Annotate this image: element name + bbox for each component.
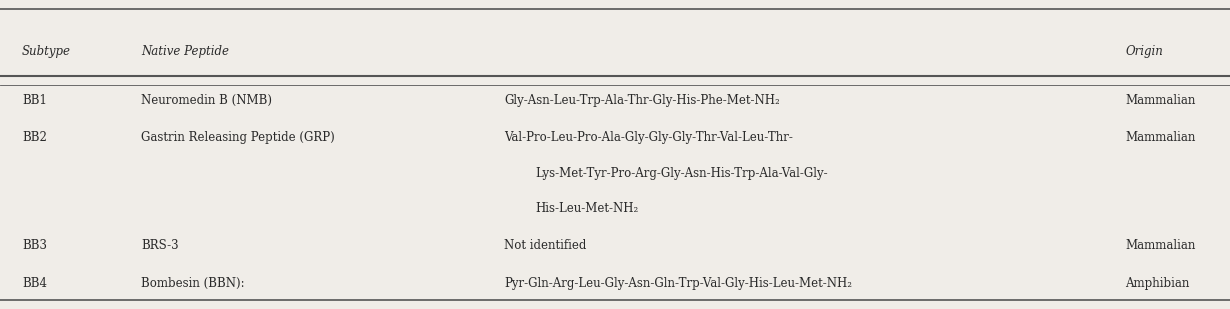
Text: BRS-3: BRS-3 — [141, 239, 180, 252]
Text: Subtype: Subtype — [22, 45, 71, 58]
Text: Gly-Asn-Leu-Trp-Ala-Thr-Gly-His-Phe-Met-NH₂: Gly-Asn-Leu-Trp-Ala-Thr-Gly-His-Phe-Met-… — [504, 94, 780, 107]
Text: Val-Pro-Leu-Pro-Ala-Gly-Gly-Gly-Thr-Val-Leu-Thr-: Val-Pro-Leu-Pro-Ala-Gly-Gly-Gly-Thr-Val-… — [504, 131, 793, 144]
Text: BB4: BB4 — [22, 277, 47, 290]
Text: Bombesin (BBN):: Bombesin (BBN): — [141, 277, 245, 290]
Text: Pyr-Gln-Arg-Leu-Gly-Asn-Gln-Trp-Val-Gly-His-Leu-Met-NH₂: Pyr-Gln-Arg-Leu-Gly-Asn-Gln-Trp-Val-Gly-… — [504, 277, 852, 290]
Text: BB3: BB3 — [22, 239, 47, 252]
Text: Mammalian: Mammalian — [1125, 94, 1196, 107]
Text: Mammalian: Mammalian — [1125, 131, 1196, 144]
Text: BB2: BB2 — [22, 131, 47, 144]
Text: His-Leu-Met-NH₂: His-Leu-Met-NH₂ — [535, 202, 638, 215]
Text: BB1: BB1 — [22, 94, 47, 107]
Text: Not identified: Not identified — [504, 239, 587, 252]
Text: Native Peptide: Native Peptide — [141, 45, 230, 58]
Text: Mammalian: Mammalian — [1125, 239, 1196, 252]
Text: Neuromedin B (NMB): Neuromedin B (NMB) — [141, 94, 273, 107]
Text: Lys-Met-Tyr-Pro-Arg-Gly-Asn-His-Trp-Ala-Val-Gly-: Lys-Met-Tyr-Pro-Arg-Gly-Asn-His-Trp-Ala-… — [535, 167, 828, 180]
Text: Amphibian: Amphibian — [1125, 277, 1189, 290]
Text: Origin: Origin — [1125, 45, 1164, 58]
Text: Gastrin Releasing Peptide (GRP): Gastrin Releasing Peptide (GRP) — [141, 131, 336, 144]
